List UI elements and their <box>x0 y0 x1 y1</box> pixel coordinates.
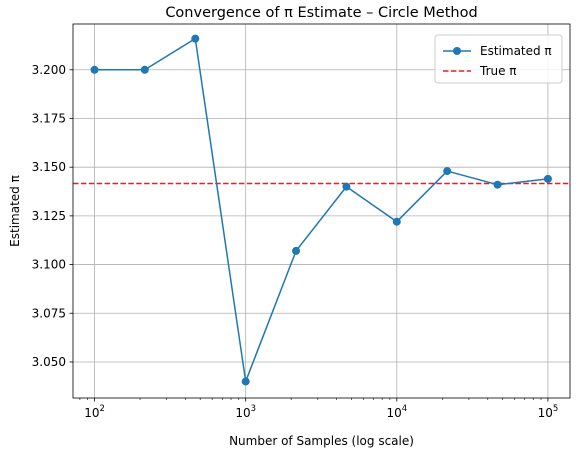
grid <box>73 24 570 398</box>
data-point <box>90 65 99 74</box>
legend-true-pi-label: True π <box>479 64 517 78</box>
data-point <box>292 246 301 255</box>
plot-frame <box>72 23 571 399</box>
y-axis-label: Estimated π <box>8 175 22 247</box>
series-group <box>90 34 552 386</box>
x-tick-label: 103 <box>235 404 256 420</box>
x-tick-label: 104 <box>386 404 407 420</box>
x-axis-label: Number of Samples (log scale) <box>229 434 414 448</box>
data-point <box>493 180 502 189</box>
data-point <box>342 182 351 191</box>
y-tick-label: 3.050 <box>32 355 66 369</box>
data-point <box>543 174 552 183</box>
chart-title: Convergence of π Estimate – Circle Metho… <box>165 5 477 21</box>
y-axis: 3.050 3.075 3.100 3.125 3.150 3.175 3.200 <box>32 63 73 369</box>
x-axis: 102 103 104 105 <box>79 398 559 420</box>
data-point <box>392 217 401 226</box>
legend-estimated-label: Estimated π <box>480 44 552 58</box>
data-point <box>140 65 149 74</box>
legend: Estimated π True π <box>434 34 563 84</box>
data-point <box>443 167 452 176</box>
data-point <box>241 377 250 386</box>
y-tick-label: 3.175 <box>32 111 66 125</box>
y-tick-label: 3.075 <box>32 306 66 320</box>
x-tick-label: 102 <box>84 404 105 420</box>
series-line-estimated-pi <box>94 37 549 383</box>
y-tick-label: 3.200 <box>32 63 66 77</box>
y-tick-label: 3.100 <box>32 258 66 272</box>
legend-estimated-marker <box>453 47 461 55</box>
y-tick-label: 3.125 <box>32 209 66 223</box>
data-point <box>191 34 200 43</box>
plot-area <box>73 24 570 398</box>
x-tick-label: 105 <box>538 404 559 420</box>
y-tick-label: 3.150 <box>32 160 66 174</box>
